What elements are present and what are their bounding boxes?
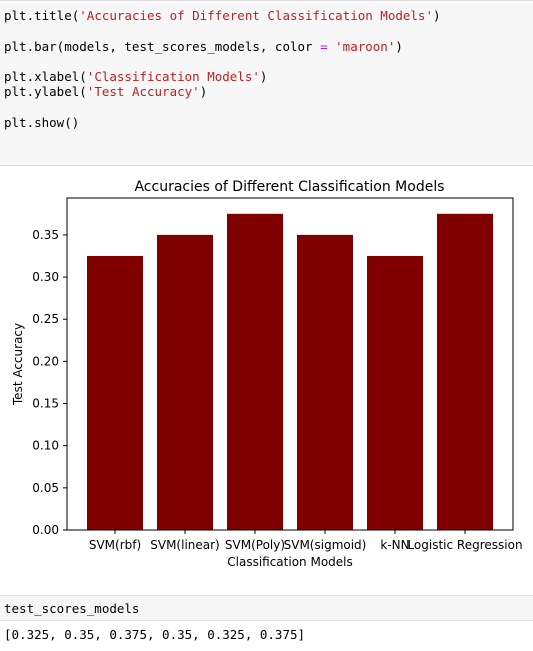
y-tick-label: 0.30 [32, 270, 59, 284]
bar-chart: Accuracies of Different Classification M… [11, 179, 523, 569]
y-tick-label: 0.20 [32, 354, 59, 368]
cell-output: [0.325, 0.35, 0.375, 0.35, 0.325, 0.375] [4, 627, 306, 642]
code-line-xlabel: plt.xlabel('Classification Models') [4, 69, 268, 84]
bar-svm-poly [227, 213, 283, 531]
bar-svm-linear [157, 234, 213, 530]
y-tick-label: 0.10 [32, 439, 59, 453]
x-tick-label: SVM(Poly) [225, 538, 285, 552]
y-tick-label: 0.15 [32, 397, 59, 411]
code-line-title: plt.title('Accuracies of Different Class… [4, 8, 441, 23]
x-tick-label: SVM(linear) [150, 538, 220, 552]
x-axis-label: Classification Models [227, 555, 353, 569]
plot-frame [66, 197, 514, 531]
y-tick-label: 0.35 [32, 228, 59, 242]
code-line-bar: plt.bar(models, test_scores_models, colo… [4, 39, 403, 54]
code-cell-plot[interactable]: plt.title('Accuracies of Different Class… [0, 0, 533, 166]
bar-k-nn [367, 255, 423, 530]
y-axis-label: Test Accuracy [11, 323, 25, 406]
chart-title: Accuracies of Different Classification M… [134, 179, 444, 195]
code-line-scores: test_scores_models [4, 601, 140, 616]
y-tick-label: 0.05 [32, 481, 59, 495]
bar-svm-rbf [87, 255, 143, 530]
x-tick-label: Logistic Regression [407, 538, 522, 552]
y-tick-label: 0.25 [32, 312, 59, 326]
x-tick-label: k-NN [380, 538, 409, 552]
bar-svm-sigmoid [297, 234, 353, 530]
y-tick-label: 0.00 [32, 523, 59, 537]
x-tick-label: SVM(sigmoid) [284, 538, 367, 552]
bar-logistic-regression [437, 213, 493, 531]
code-cell-scores[interactable]: test_scores_models [0, 595, 533, 621]
code-line-ylabel: plt.ylabel('Test Accuracy') [4, 84, 208, 99]
x-tick-label: SVM(rbf) [89, 538, 141, 552]
code-line-show: plt.show() [4, 115, 80, 130]
